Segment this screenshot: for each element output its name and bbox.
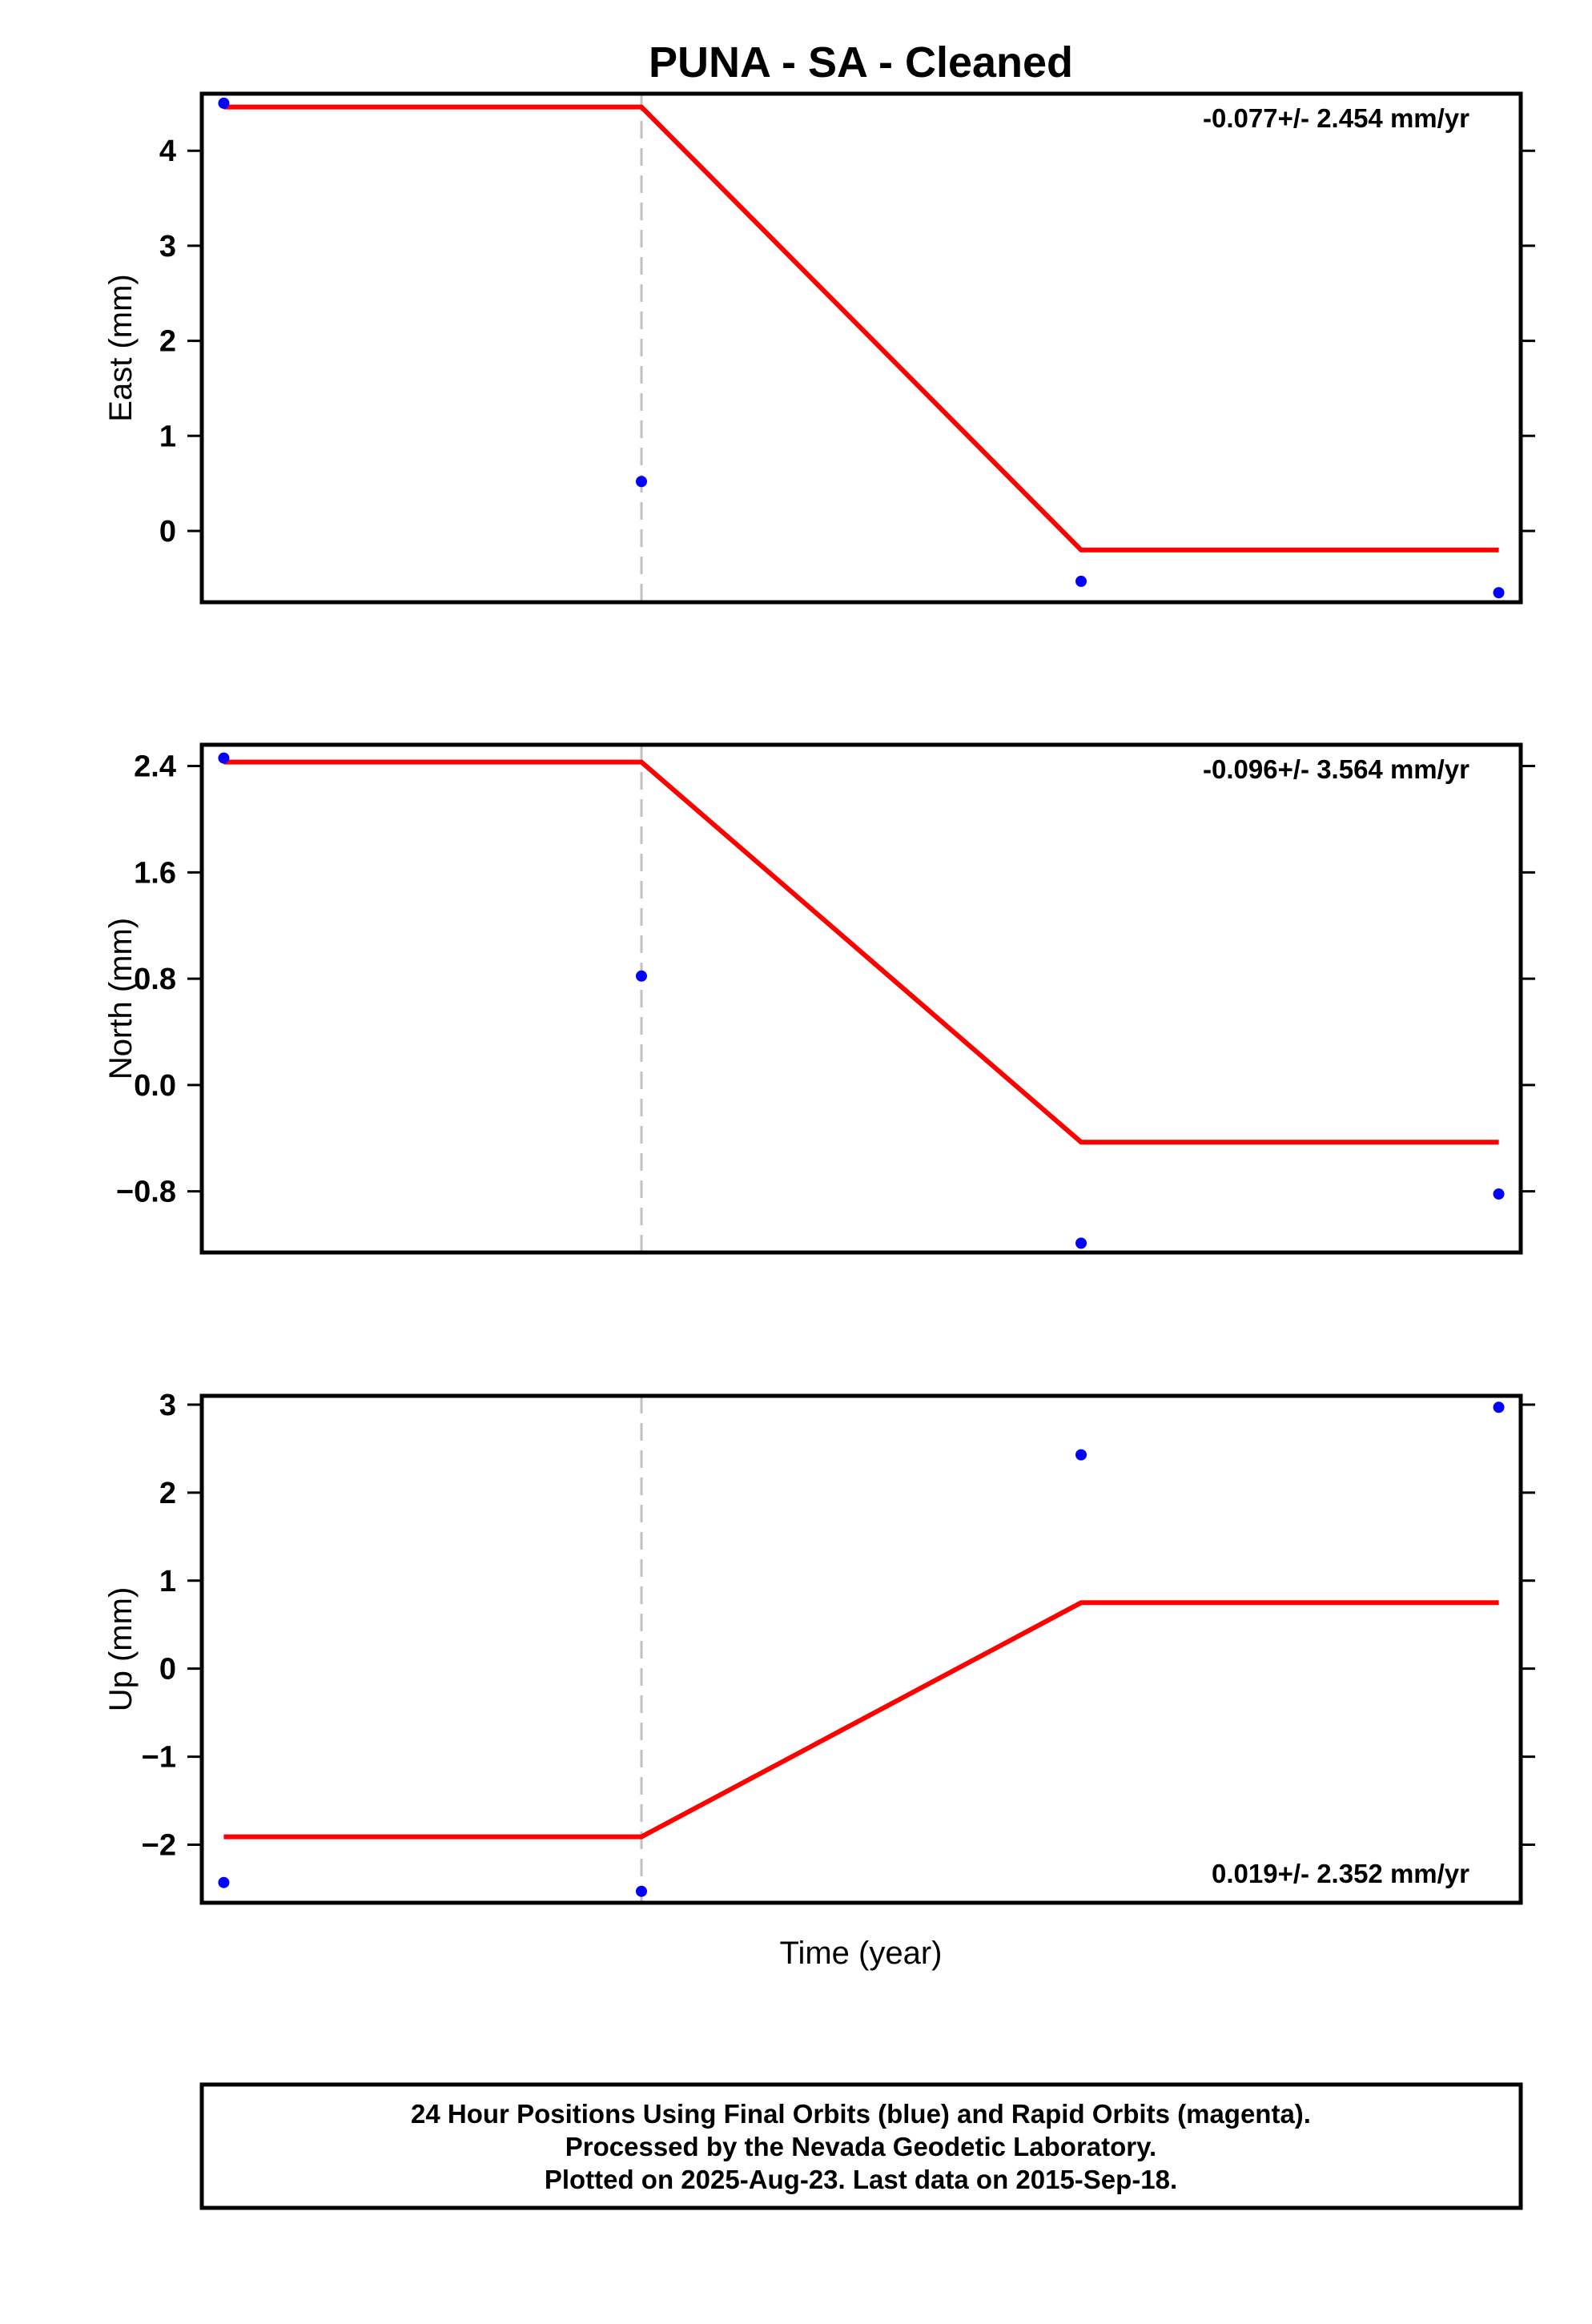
footer-line-1: 24 Hour Positions Using Final Orbits (bl… — [411, 2099, 1311, 2129]
fit-line — [223, 104, 1499, 553]
data-point — [636, 1885, 647, 1897]
y-tick-label: 1.6 — [134, 856, 176, 890]
footer-line-3: Plotted on 2025-Aug-23. Last data on 201… — [545, 2165, 1177, 2194]
data-point — [636, 970, 647, 982]
rate-annotation: -0.096+/- 3.564 mm/yr — [1203, 754, 1469, 784]
data-point — [1493, 587, 1505, 599]
y-tick-label: 3 — [159, 230, 176, 263]
fit-line — [223, 759, 1499, 1145]
y-tick-label: −0.8 — [116, 1176, 176, 1209]
panel-3: 3 2 1 0 −1 −2 Up (mm) 0.019+/- 2.352 mm/yr — [103, 1389, 1535, 1905]
y-tick-label: 0 — [159, 515, 176, 549]
data-point — [218, 97, 230, 109]
y-tick-label: −2 — [142, 1828, 176, 1862]
plot-frame — [199, 91, 1523, 605]
y-axis-label: East (mm) — [103, 274, 139, 421]
y-axis-label: North (mm) — [103, 918, 139, 1080]
footer-line-2: Processed by the Nevada Geodetic Laborat… — [565, 2132, 1156, 2161]
x-axis-label: Time (year) — [780, 1936, 943, 1971]
y-tick-label: 0.8 — [134, 963, 176, 996]
y-tick-label: 4 — [159, 135, 176, 168]
y-tick-label: 2.4 — [134, 750, 176, 784]
y-tick-label: 0.0 — [134, 1069, 176, 1103]
plot-frame — [199, 1393, 1523, 1905]
fit-line — [223, 1600, 1499, 1839]
data-point — [1493, 1188, 1505, 1200]
y-tick-label: 2 — [159, 1477, 176, 1510]
y-tick-label: 1 — [159, 1565, 176, 1598]
rate-annotation: -0.077+/- 2.454 mm/yr — [1203, 103, 1469, 133]
footer-box: 24 Hour Positions Using Final Orbits (bl… — [199, 2082, 1523, 2210]
data-point — [1075, 575, 1087, 587]
y-tick-label: 3 — [159, 1389, 176, 1422]
y-tick-label: 0 — [159, 1653, 176, 1687]
y-tick-label: −1 — [142, 1741, 176, 1775]
panel-2: 2.4 1.6 0.8 0.0 −0.8 North (mm) -0.096+/- 3.56… — [103, 742, 1535, 1255]
data-point — [1493, 1401, 1505, 1413]
data-point — [1075, 1449, 1087, 1461]
data-point — [218, 1876, 230, 1888]
data-point — [1075, 1237, 1087, 1249]
panels: 4 3 2 1 0 East (mm) -0.077+/- 2.454 mm/yr 2.4 1.… — [103, 91, 1535, 1905]
chart-title: PUNA - SA - Cleaned — [649, 38, 1073, 86]
panel-1: 4 3 2 1 0 East (mm) -0.077+/- 2.454 mm/yr — [103, 91, 1535, 605]
plot-frame — [199, 742, 1523, 1255]
data-point — [218, 752, 230, 764]
y-axis-label: Up (mm) — [103, 1587, 139, 1712]
data-point — [636, 476, 647, 488]
y-tick-label: 1 — [159, 420, 176, 453]
rate-annotation: 0.019+/- 2.352 mm/yr — [1212, 1859, 1469, 1888]
y-tick-label: 2 — [159, 325, 176, 359]
